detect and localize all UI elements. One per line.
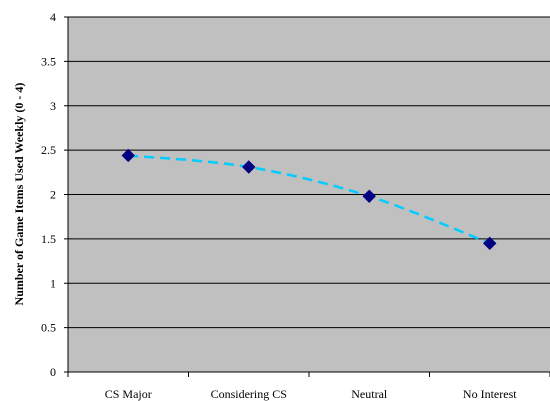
series-line	[128, 154, 491, 245]
y-tick-label: 3	[50, 99, 56, 113]
y-axis-title: Number of Game Items Used Weekly (0 - 4)	[12, 83, 26, 306]
data-point-neutral	[362, 189, 376, 203]
x-tick-label: Neutral	[351, 387, 388, 401]
x-tick-label: No Interest	[463, 387, 517, 401]
data-markers	[121, 148, 497, 251]
data-point-cs-major	[121, 148, 135, 163]
y-tick-label: 0	[50, 365, 56, 379]
y-tick-label: 2.5	[41, 143, 56, 157]
gridlines	[68, 16, 550, 329]
y-tick-label: 1	[50, 276, 56, 290]
y-tick-label: 0.5	[41, 321, 56, 335]
data-point-no-interest	[483, 236, 497, 251]
x-tick-label: Considering CS	[211, 387, 287, 401]
y-tick-label: 1.5	[41, 232, 56, 246]
x-axis-ticks: CS Major Considering CS Neutral No Interest	[67, 372, 550, 401]
y-tick-label: 4	[50, 10, 56, 24]
y-axis-ticks: 0 0.5 1 1.5 2 2.5 3 3.5 4	[41, 10, 68, 379]
data-point-considering-cs	[242, 160, 256, 174]
x-tick-label: CS Major	[105, 387, 152, 401]
y-tick-label: 2	[50, 188, 56, 202]
y-tick-label: 3.5	[41, 54, 56, 68]
